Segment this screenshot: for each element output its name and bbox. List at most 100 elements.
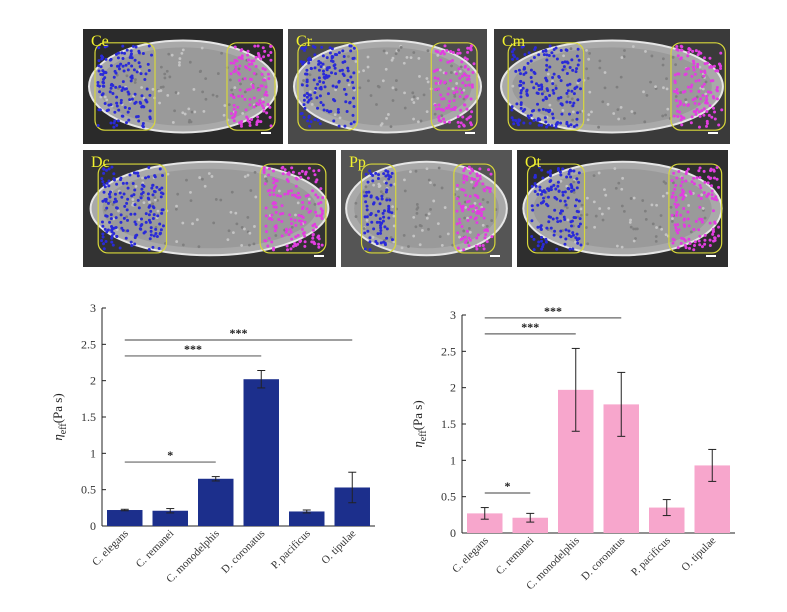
tracked-particle xyxy=(297,171,301,175)
tracked-particle xyxy=(259,84,263,88)
tracked-particle xyxy=(526,114,530,118)
tracked-particle xyxy=(317,59,321,63)
tracked-particle xyxy=(576,98,580,102)
texture-speck xyxy=(565,206,569,210)
tracked-particle xyxy=(262,106,266,110)
tracked-particle xyxy=(692,61,696,65)
tracked-particle xyxy=(469,97,473,101)
tracked-particle xyxy=(547,215,551,219)
tracked-particle xyxy=(271,202,275,206)
texture-speck xyxy=(701,207,705,210)
texture-speck xyxy=(202,109,206,113)
tracked-particle xyxy=(317,245,321,249)
tracked-particle xyxy=(674,226,678,230)
texture-speck xyxy=(671,217,674,220)
texture-speck xyxy=(148,200,151,204)
tracked-particle xyxy=(467,244,471,248)
tracked-particle xyxy=(545,58,549,62)
tracked-particle xyxy=(110,165,114,169)
tracked-particle xyxy=(577,180,581,184)
tracked-particle xyxy=(528,121,532,125)
significance-label: *** xyxy=(544,305,562,318)
x-tick-label: P. pacificus xyxy=(269,528,313,572)
tracked-particle xyxy=(705,124,709,128)
texture-speck xyxy=(619,106,623,109)
tracked-particle xyxy=(303,106,307,110)
embryo-image xyxy=(83,150,336,267)
tracked-particle xyxy=(283,168,287,172)
texture-speck xyxy=(563,67,567,71)
tracked-particle xyxy=(439,58,443,62)
tracked-particle xyxy=(557,96,561,100)
tracked-particle xyxy=(436,87,440,91)
tracked-particle xyxy=(457,48,461,52)
tracked-particle xyxy=(265,111,269,115)
tracked-particle xyxy=(692,248,696,252)
texture-speck xyxy=(405,55,409,59)
texture-speck xyxy=(111,203,115,206)
tracked-particle xyxy=(365,208,369,212)
tracked-particle xyxy=(321,196,325,200)
texture-speck xyxy=(585,196,589,200)
tracked-particle xyxy=(310,240,314,244)
tracked-particle xyxy=(703,69,707,73)
texture-speck xyxy=(468,227,471,230)
tracked-particle xyxy=(122,192,126,196)
tracked-particle xyxy=(440,97,444,101)
texture-speck xyxy=(181,243,185,247)
tracked-particle xyxy=(462,248,466,252)
tracked-particle xyxy=(679,44,683,48)
tracked-particle xyxy=(466,207,470,211)
tracked-particle xyxy=(544,48,548,52)
tracked-particle xyxy=(564,237,568,241)
tracked-particle xyxy=(510,50,514,54)
tracked-particle xyxy=(98,108,102,112)
texture-speck xyxy=(243,175,247,179)
texture-speck xyxy=(302,79,305,82)
texture-speck xyxy=(310,102,314,106)
tracked-particle xyxy=(318,79,322,83)
texture-speck xyxy=(392,224,396,228)
texture-speck xyxy=(665,77,668,81)
tracked-particle xyxy=(255,123,259,127)
tracked-particle xyxy=(270,240,274,244)
tracked-particle xyxy=(378,217,382,221)
tracked-particle xyxy=(568,100,572,104)
tracked-particle xyxy=(564,48,568,52)
tracked-particle xyxy=(709,176,713,180)
tracked-particle xyxy=(315,96,319,100)
tracked-particle xyxy=(269,124,273,128)
texture-speck xyxy=(290,225,294,229)
tracked-particle xyxy=(149,229,153,233)
tracked-particle xyxy=(543,116,547,120)
tracked-particle xyxy=(149,226,153,230)
tracked-particle xyxy=(325,67,329,71)
tracked-particle xyxy=(267,77,271,81)
tracked-particle xyxy=(679,48,683,52)
posterior-region-outline xyxy=(670,42,726,131)
texture-speck xyxy=(354,60,358,63)
tracked-particle xyxy=(559,209,563,213)
tracked-particle xyxy=(130,97,134,101)
tracked-particle xyxy=(696,65,700,69)
tracked-particle xyxy=(331,59,335,63)
tracked-particle xyxy=(115,64,119,68)
texture-speck xyxy=(620,187,624,191)
tracked-particle xyxy=(376,177,380,181)
tracked-particle xyxy=(133,92,137,96)
tracked-particle xyxy=(97,59,101,63)
tracked-particle xyxy=(702,169,706,173)
tracked-particle xyxy=(376,232,380,236)
tracked-particle xyxy=(263,68,267,72)
texture-speck xyxy=(417,56,421,60)
tracked-particle xyxy=(529,75,533,79)
texture-speck xyxy=(390,58,394,62)
tracked-particle xyxy=(267,236,271,240)
texture-speck xyxy=(183,112,187,116)
tracked-particle xyxy=(262,109,266,113)
tracked-particle xyxy=(687,224,691,228)
tracked-particle xyxy=(302,115,306,119)
tracked-particle xyxy=(374,213,378,217)
tracked-particle xyxy=(154,227,158,231)
tracked-particle xyxy=(578,217,582,221)
